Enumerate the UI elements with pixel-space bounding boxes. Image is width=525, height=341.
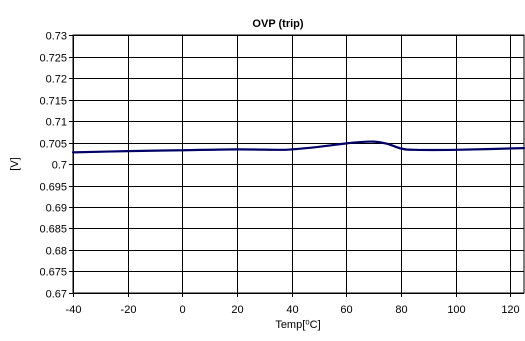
y-tick-label: 0.685 [39, 224, 67, 236]
x-axis-ticks: -40 -20 0 20 40 60 80 100 120 [66, 293, 520, 316]
y-tick-label: 0.71 [46, 117, 67, 129]
x-tick-label: 100 [447, 304, 465, 316]
y-axis-ticks: 0.67 0.675 0.68 0.685 0.69 0.695 0.7 0.705 0.71 0… [39, 31, 73, 301]
x-tick-label: 80 [395, 304, 407, 316]
x-tick-label: 120 [501, 304, 519, 316]
y-tick-label: 0.72 [46, 74, 67, 86]
x-tick-label: 0 [179, 304, 185, 316]
x-tick-label: -40 [66, 304, 82, 316]
x-axis-label: Temp[⁰C] [275, 319, 320, 331]
x-tick-label: 40 [286, 304, 298, 316]
series-line [71, 140, 525, 154]
series-layer [71, 140, 525, 154]
y-tick-label: 0.69 [46, 203, 67, 215]
y-tick-label: 0.705 [39, 139, 67, 151]
x-tick-label: -20 [121, 304, 137, 316]
y-tick-label: 0.73 [46, 31, 67, 43]
x-tick-label: 60 [340, 304, 352, 316]
y-tick-label: 0.68 [46, 246, 67, 258]
x-tick-label: 20 [231, 304, 243, 316]
gridlines [73, 35, 524, 294]
chart-title: OVP (trip) [252, 18, 303, 30]
y-axis-label: [V] [9, 157, 21, 170]
y-tick-label: 0.7 [52, 160, 67, 172]
y-tick-label: 0.725 [39, 53, 67, 65]
y-tick-label: 0.675 [39, 267, 67, 279]
y-tick-label: 0.715 [39, 96, 67, 108]
y-tick-label: 0.695 [39, 182, 67, 194]
y-tick-label: 0.67 [46, 289, 67, 301]
